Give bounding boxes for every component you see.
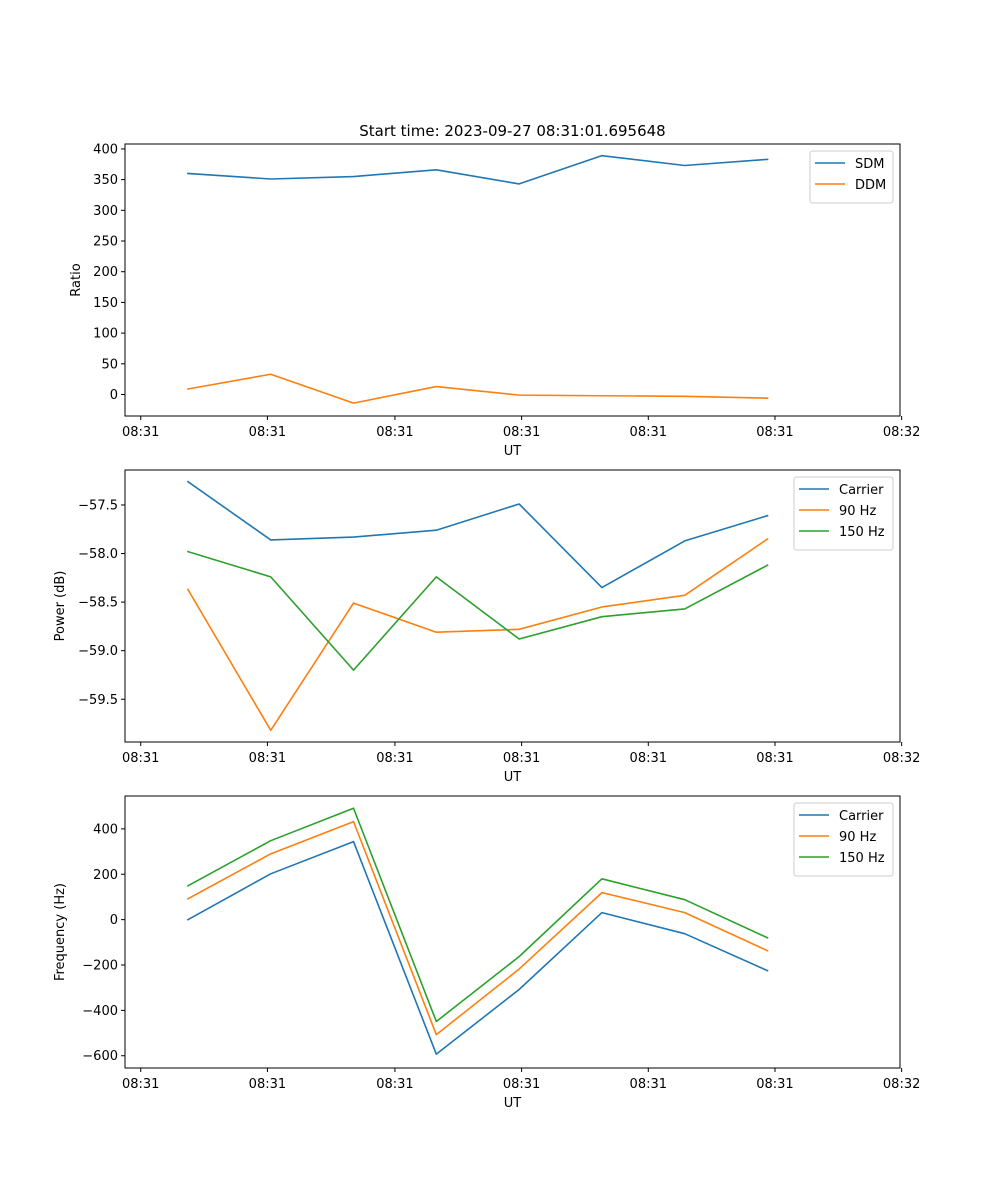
x-tick-label: 08:31: [630, 425, 667, 440]
x-tick-label: 08:31: [756, 751, 793, 766]
y-tick-label: 400: [93, 822, 118, 837]
x-axis-label: UT: [504, 770, 522, 785]
axes-frame: [124, 469, 901, 743]
series-line-carrier: [186, 840, 769, 1055]
y-axis-label: Frequency (Hz): [53, 883, 68, 981]
axes-frame: [124, 143, 901, 417]
x-axis-label: UT: [504, 444, 522, 459]
x-tick-label: 08:31: [122, 751, 159, 766]
x-tick-label: 08:32: [883, 425, 920, 440]
legend: Carrier 90 Hz 150 Hz: [793, 476, 894, 551]
y-tick-label: 350: [93, 173, 118, 188]
chart-title: Start time: 2023-09-27 08:31:01.695648: [359, 122, 665, 140]
y-tick-label: −57.5: [78, 498, 118, 513]
y-tick-label: 300: [93, 204, 118, 219]
series-line-90-hz: [186, 537, 769, 732]
legend-label: 90 Hz: [839, 504, 876, 519]
x-tick-label: 08:32: [883, 1077, 920, 1092]
x-tick-label: 08:31: [630, 1077, 667, 1092]
series-line-90-hz: [186, 820, 769, 1036]
legend-label: 150 Hz: [839, 851, 885, 866]
series-line-carrier: [186, 480, 769, 589]
series-line-sdm: [187, 154, 769, 185]
plot-area: [187, 154, 769, 404]
y-tick-label: −58.0: [78, 547, 118, 562]
ratio-panel: 08:31 08:31 08:31 08:31 08:31 08:31 08:32 0 50 10…: [69, 142, 920, 459]
x-tick-label: 08:31: [122, 425, 159, 440]
x-tick-label: 08:31: [756, 1077, 793, 1092]
x-axis-label: UT: [504, 1096, 522, 1111]
x-tick-label: 08:32: [883, 751, 920, 766]
y-tick-label: 50: [101, 357, 118, 372]
x-tick-label: 08:31: [756, 425, 793, 440]
series-line-150-hz: [186, 807, 769, 1023]
y-tick-label: −600: [82, 1049, 118, 1064]
y-tick-label: −58.5: [78, 596, 118, 611]
y-tick-label: 250: [93, 235, 118, 250]
plot-area: [186, 807, 769, 1055]
legend-label: Carrier: [839, 483, 884, 498]
x-tick-label: 08:31: [376, 1077, 413, 1092]
y-axis-label: Ratio: [69, 263, 84, 296]
legend-label: 150 Hz: [839, 525, 885, 540]
x-tick-label: 08:31: [503, 1077, 540, 1092]
x-tick-label: 08:31: [630, 751, 667, 766]
x-tick-label: 08:31: [503, 751, 540, 766]
y-tick-label: 400: [93, 142, 118, 157]
legend-label: 90 Hz: [839, 830, 876, 845]
series-line-150-hz: [186, 550, 769, 671]
x-tick-label: 08:31: [376, 425, 413, 440]
legend: Carrier 90 Hz 150 Hz: [793, 802, 894, 877]
y-tick-label: 0: [110, 913, 118, 928]
legend-box: [809, 150, 894, 204]
legend: SDM DDM: [809, 150, 894, 204]
plot-area: [186, 480, 769, 732]
y-tick-label: 200: [93, 868, 118, 883]
legend-label: Carrier: [839, 809, 884, 824]
x-tick-label: 08:31: [249, 1077, 286, 1092]
x-tick-label: 08:31: [249, 751, 286, 766]
y-tick-label: −59.5: [78, 693, 118, 708]
y-axis-label: Power (dB): [53, 571, 68, 642]
x-tick-label: 08:31: [376, 751, 413, 766]
series-line-ddm: [187, 373, 769, 404]
y-tick-label: 150: [93, 296, 118, 311]
y-tick-label: −400: [82, 1004, 118, 1019]
x-tick-label: 08:31: [249, 425, 286, 440]
y-tick-label: 200: [93, 265, 118, 280]
x-tick-label: 08:31: [503, 425, 540, 440]
axes-frame: [124, 795, 901, 1069]
legend-label: DDM: [855, 178, 886, 193]
y-tick-label: −59.0: [78, 644, 118, 659]
legend-label: SDM: [855, 157, 884, 172]
frequency-panel: 08:31 08:31 08:31 08:31 08:31 08:31 08:32 −600 −…: [53, 795, 920, 1111]
power-panel: 08:31 08:31 08:31 08:31 08:31 08:31 08:32 −59.5…: [53, 469, 920, 785]
x-tick-label: 08:31: [122, 1077, 159, 1092]
y-tick-label: 100: [93, 327, 118, 342]
y-tick-label: −200: [82, 959, 118, 974]
y-tick-label: 0: [110, 388, 118, 403]
